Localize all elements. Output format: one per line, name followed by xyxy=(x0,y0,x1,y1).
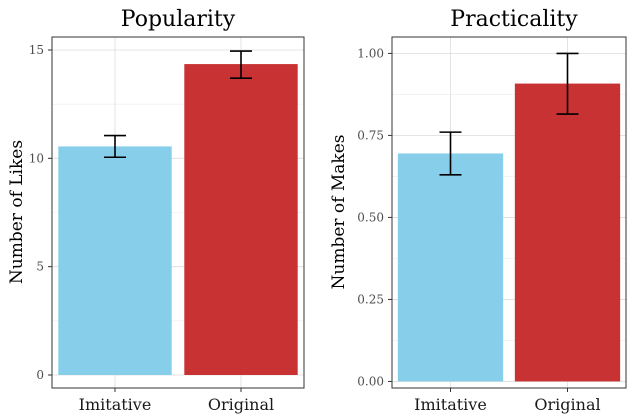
chart-panel-2: 0.00 0.25 0.50 0.75 1.00 Imitative Original Pra… xyxy=(329,7,627,414)
y-tick-label: 1.00 xyxy=(357,46,384,60)
error-bar-original xyxy=(556,52,579,115)
y-tick-label: 0.50 xyxy=(357,210,384,224)
y-tick-label: 10 xyxy=(29,151,44,165)
y-tick-label: 0.75 xyxy=(357,128,384,142)
x-tick-label: Imitative xyxy=(79,395,152,414)
error-bar-imitative xyxy=(439,131,462,176)
chart-title: Practicality xyxy=(450,7,578,32)
x-tick-label: Original xyxy=(208,395,274,414)
y-axis-label: Number of Makes xyxy=(329,135,349,290)
bar-original xyxy=(184,64,298,375)
error-bar-imitative xyxy=(104,134,126,159)
x-tick-label: Original xyxy=(534,395,600,414)
y-tick-label: 0.00 xyxy=(357,374,384,388)
error-bar-original xyxy=(230,50,252,79)
bar-original xyxy=(514,83,621,382)
panel-border xyxy=(391,36,627,389)
y-tick-label: 0 xyxy=(36,368,44,382)
chart-title: Popularity xyxy=(121,7,236,32)
bar-imitative xyxy=(397,153,504,382)
y-tick-label: 15 xyxy=(29,43,44,57)
y-axis-label: Number of Likes xyxy=(7,140,27,284)
bar-imitative xyxy=(58,146,172,375)
y-tick-label: 0.25 xyxy=(357,292,384,306)
x-tick-label: Imitative xyxy=(414,395,487,414)
chart-panel-1: 0 5 10 15 Imitative Original Popularity Number … xyxy=(7,7,305,414)
y-tick-label: 5 xyxy=(36,260,44,274)
panel-border xyxy=(51,36,305,389)
